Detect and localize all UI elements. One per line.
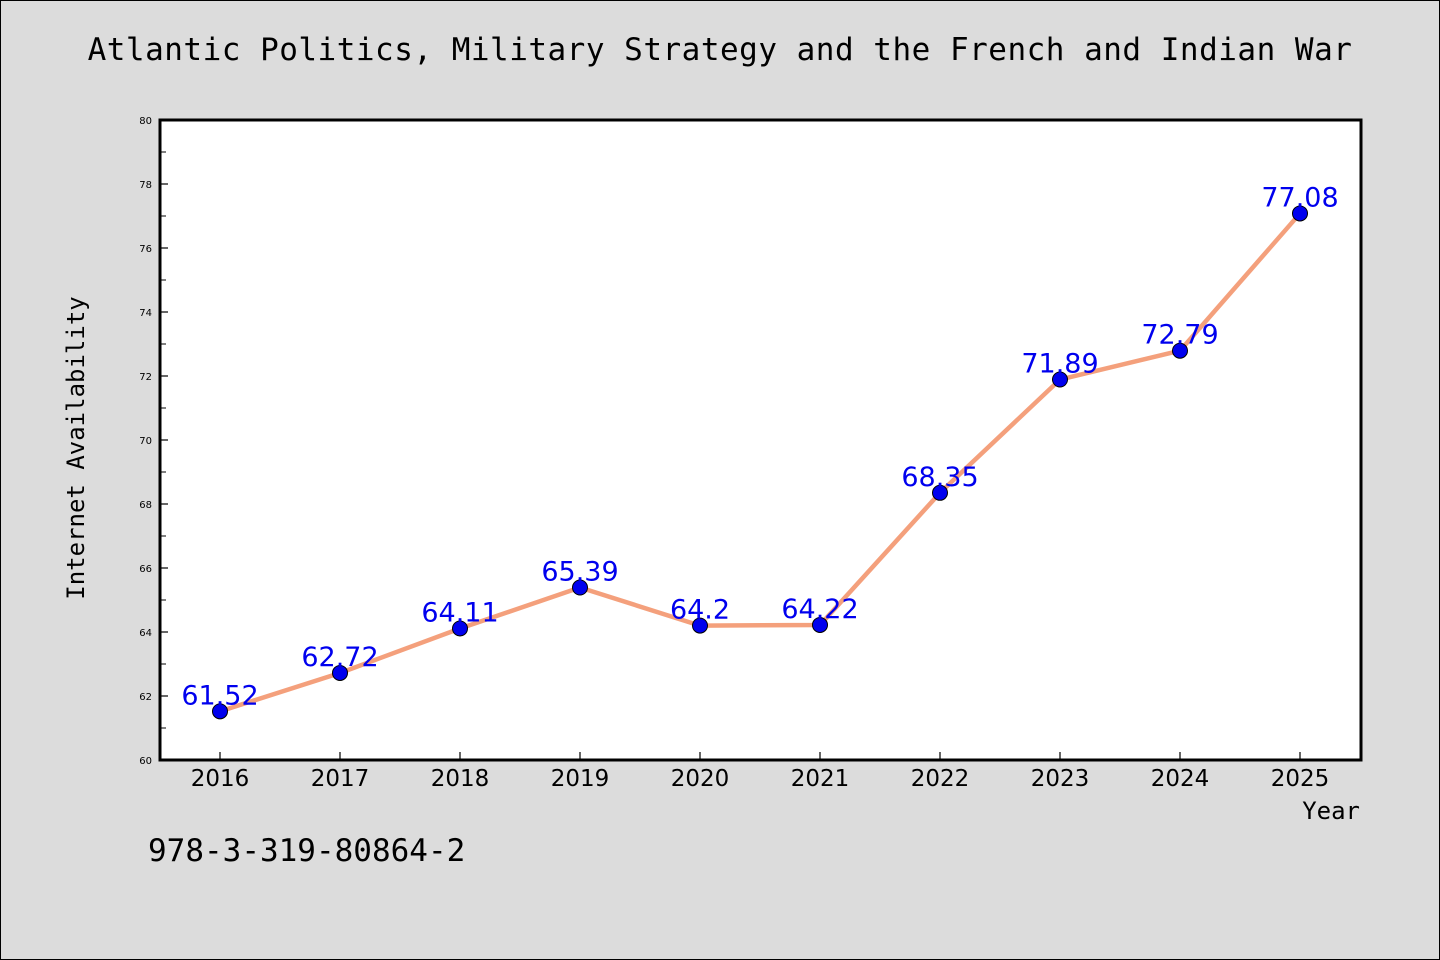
x-tick-label: 2021 [791, 766, 850, 792]
data-markers [212, 205, 1308, 720]
data-point [572, 579, 588, 596]
x-tick-label: 2016 [191, 766, 250, 792]
chart-title: Atlantic Politics, Military Strategy and… [87, 32, 1353, 68]
y-tick-label: 66 [139, 564, 152, 575]
data-label: 64.2 [670, 595, 730, 626]
data-label: 61.52 [181, 680, 258, 711]
x-axis-label: Year [1302, 797, 1360, 825]
x-tick-label: 2019 [551, 766, 610, 792]
x-tick-label: 2023 [1031, 766, 1090, 792]
x-tick-label: 2017 [311, 766, 370, 792]
plot-border [158, 118, 1363, 762]
data-point [1292, 205, 1308, 222]
x-tick-label: 2022 [911, 766, 970, 792]
y-tick-label: 68 [139, 500, 152, 511]
y-tick-label: 74 [139, 308, 152, 319]
data-point [452, 620, 468, 637]
data-point [812, 616, 828, 633]
plot-area [160, 120, 1361, 760]
data-label: 68.35 [901, 462, 978, 493]
x-tick-label: 2025 [1271, 766, 1330, 792]
data-label: 77.08 [1261, 182, 1338, 213]
data-label: 71.89 [1021, 349, 1098, 380]
x-tick-label: 2018 [431, 766, 490, 792]
series-line-layer [217, 211, 1303, 714]
data-label: 64.22 [781, 594, 858, 625]
y-tick-label: 78 [139, 180, 152, 191]
isbn-code: 978-3-319-80864-2 [148, 833, 466, 869]
y-tick-label: 76 [139, 244, 152, 255]
data-point [212, 703, 228, 720]
data-label: 62.72 [301, 642, 378, 673]
y-tick-label: 70 [139, 436, 152, 447]
data-label: 64.11 [421, 597, 498, 628]
x-tick-label: 2024 [1151, 766, 1210, 792]
data-labels: 61.52 62.72 64.11 65.39 64.2 64.22 68.35 71.89 7… [181, 182, 1338, 711]
y-tick-label: 72 [139, 372, 152, 383]
data-point [1052, 371, 1068, 388]
series-line [217, 211, 1303, 714]
y-tick-label: 62 [139, 692, 152, 703]
data-label: 65.39 [541, 557, 618, 588]
data-point [332, 664, 348, 681]
data-label: 72.79 [1141, 320, 1218, 351]
x-tick-label: 2020 [671, 766, 730, 792]
y-tick-label: 80 [139, 116, 152, 127]
data-point [932, 484, 948, 501]
y-tick-label: 64 [139, 628, 152, 639]
y-tick-label: 60 [139, 756, 152, 767]
data-point [1172, 342, 1188, 359]
data-point [692, 617, 708, 634]
